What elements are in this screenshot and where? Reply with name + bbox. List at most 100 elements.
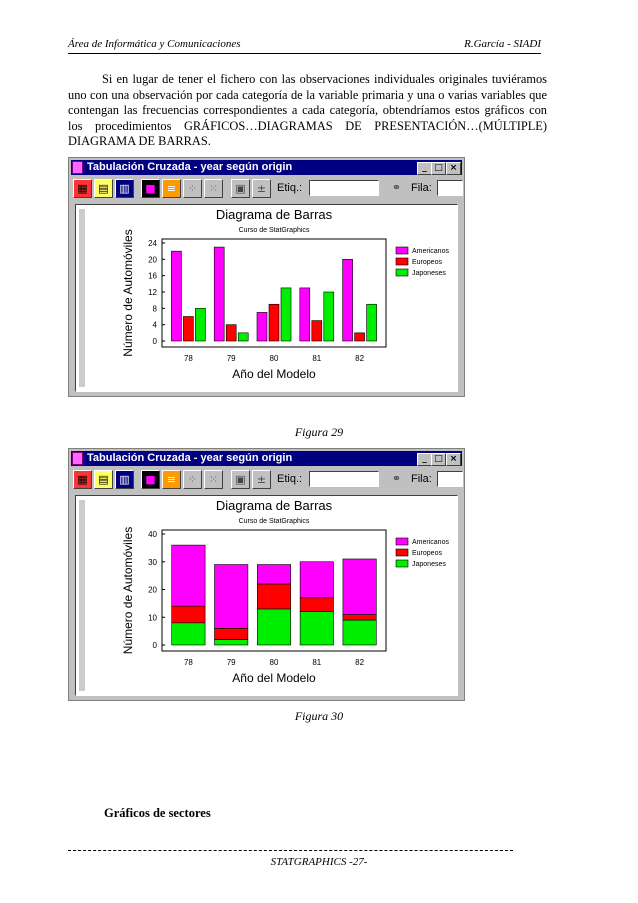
bar-japoneses <box>237 332 249 342</box>
etiq-label: Etiq.: <box>277 473 303 485</box>
bar-americanos <box>299 287 311 342</box>
footer-rule <box>68 850 513 851</box>
chart-icon[interactable]: ▥ <box>115 179 134 198</box>
bar-americanos <box>171 250 182 342</box>
maximize-button[interactable]: □ <box>431 162 446 175</box>
binoculars-icon[interactable]: ⚭ <box>387 179 406 198</box>
y-tick-label: 30 <box>148 558 157 567</box>
y-axis-label: Número de Automóviles <box>121 527 135 654</box>
scatter-add-icon[interactable]: ⁙ <box>204 470 223 489</box>
bar-japoneses <box>214 639 249 646</box>
fila-field[interactable] <box>437 180 463 196</box>
bar-americanos <box>256 312 268 342</box>
bar-japoneses <box>280 287 292 342</box>
y-tick-label: 4 <box>153 321 158 330</box>
page-header: Área de Informática y Comunicaciones R.G… <box>68 38 541 54</box>
bar-japoneses <box>171 622 206 646</box>
y-tick-label: 0 <box>153 641 158 650</box>
settings-icon[interactable]: ≡ <box>162 179 181 198</box>
x-tick-label: 80 <box>270 658 279 667</box>
close-button[interactable]: × <box>446 162 461 175</box>
legend-swatch <box>395 559 409 568</box>
x-tick-label: 82 <box>355 354 364 363</box>
bar-europeos <box>268 303 280 342</box>
y-tick-label: 20 <box>148 586 157 595</box>
bar-japoneses <box>299 611 334 646</box>
bar-europeos <box>299 597 334 612</box>
etiq-field[interactable] <box>309 180 379 196</box>
bar-europeos <box>214 628 249 640</box>
grid-exclude-icon[interactable]: ▣ <box>231 470 250 489</box>
window-icon[interactable]: ■ <box>141 470 160 489</box>
maximize-button[interactable]: □ <box>431 453 446 466</box>
fila-label: Fila: <box>411 182 432 194</box>
fila-field[interactable] <box>437 471 463 487</box>
scatter-add-icon[interactable]: ⁙ <box>204 179 223 198</box>
window-titlebar[interactable]: Tabulación Cruzada - year según origin _… <box>71 451 462 466</box>
intro-paragraph: Si en lugar de tener el fichero con las … <box>68 72 547 148</box>
toolbar: ▦ ▤ ▥ ■ ≡ ⁘ ⁙ ▣ ± Etiq.: ⚭ Fila: <box>71 468 463 492</box>
plus-minus-icon[interactable]: ± <box>252 470 271 489</box>
chart-subtitle: Curso de StatGraphics <box>239 227 310 234</box>
plus-minus-icon[interactable]: ± <box>252 179 271 198</box>
bar-japoneses <box>323 291 335 342</box>
legend-label: Japoneses <box>412 561 446 568</box>
etiq-field[interactable] <box>309 471 379 487</box>
close-button[interactable]: × <box>446 453 461 466</box>
minimize-button[interactable]: _ <box>417 453 432 466</box>
binoculars-icon[interactable]: ⚭ <box>387 470 406 489</box>
grid-icon[interactable]: ▤ <box>94 179 113 198</box>
x-tick-label: 81 <box>312 354 321 363</box>
x-tick-label: 82 <box>355 658 364 667</box>
multi-color-grid-icon[interactable]: ▦ <box>73 179 92 198</box>
chart-area: Diagrama de Barras Curso de StatGraphics 0… <box>75 495 458 696</box>
chart-icon[interactable]: ▥ <box>115 470 134 489</box>
toolbar: ▦ ▤ ▥ ■ ≡ ⁘ ⁙ ▣ ± Etiq.: ⚭ Fila: <box>71 177 463 201</box>
y-tick-label: 12 <box>148 288 157 297</box>
legend-swatch <box>395 548 409 557</box>
bar-americanos <box>299 561 334 599</box>
footer-text: STATGRAPHICS -27- <box>270 856 368 868</box>
bar-americanos <box>342 259 353 342</box>
grid-exclude-icon[interactable]: ▣ <box>231 179 250 198</box>
chart-svg: Diagrama de Barras Curso de StatGraphics 0… <box>79 498 449 691</box>
plot-frame <box>161 529 387 652</box>
legend-label: Americanos <box>412 539 449 546</box>
minimize-button[interactable]: _ <box>417 162 432 175</box>
caption-figure-30: Figura 30 <box>294 709 344 723</box>
etiq-label: Etiq.: <box>277 182 303 194</box>
x-tick-label: 78 <box>184 658 193 667</box>
chart-title: Diagrama de Barras <box>216 498 333 513</box>
scatter-icon[interactable]: ⁘ <box>183 179 202 198</box>
y-tick-label: 16 <box>148 272 157 281</box>
app-icon[interactable] <box>72 452 83 465</box>
x-tick-label: 79 <box>227 354 236 363</box>
bar-europeos <box>257 583 291 610</box>
window-titlebar[interactable]: Tabulación Cruzada - year según origin _… <box>71 160 462 175</box>
scatter-icon[interactable]: ⁘ <box>183 470 202 489</box>
window-icon[interactable]: ■ <box>141 179 160 198</box>
x-axis-label: Año del Modelo <box>232 367 316 381</box>
app-icon[interactable] <box>72 161 83 174</box>
legend-label: Europeos <box>412 259 442 266</box>
legend-swatch <box>395 246 409 255</box>
statgraphics-window-1: Tabulación Cruzada - year según origin _… <box>68 157 465 397</box>
bar-europeos <box>354 332 365 342</box>
settings-icon[interactable]: ≡ <box>162 470 181 489</box>
plot-frame <box>161 238 387 348</box>
chart-area: Diagrama de Barras Curso de StatGraphics 0… <box>75 204 458 392</box>
section-heading: Gráficos de sectores <box>104 806 211 820</box>
bar-americanos <box>213 246 225 342</box>
multi-color-grid-icon[interactable]: ▦ <box>73 470 92 489</box>
y-tick-label: 24 <box>148 239 157 248</box>
bar-japoneses <box>257 608 291 646</box>
bar-europeos <box>183 316 194 342</box>
grid-icon[interactable]: ▤ <box>94 470 113 489</box>
statgraphics-window-2: Tabulación Cruzada - year según origin _… <box>68 448 465 701</box>
bar-japoneses <box>342 619 377 646</box>
x-tick-label: 79 <box>227 658 236 667</box>
legend-swatch <box>395 537 409 546</box>
y-tick-label: 40 <box>148 530 157 539</box>
header-left: Área de Informática y Comunicaciones <box>68 38 241 50</box>
chart-svg: Diagrama de Barras Curso de StatGraphics 0… <box>79 207 449 387</box>
